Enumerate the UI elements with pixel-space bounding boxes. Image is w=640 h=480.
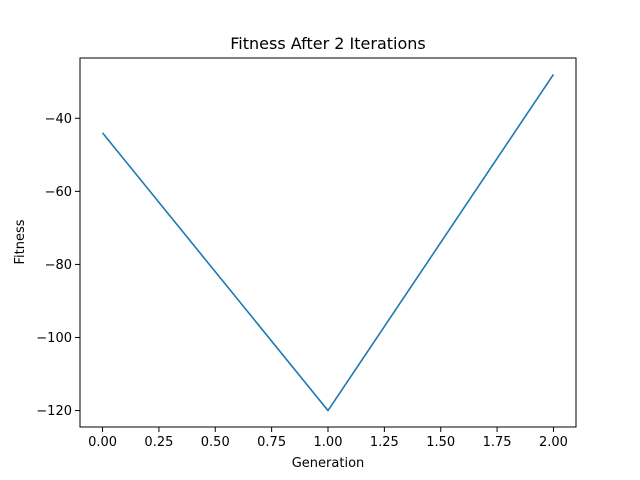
x-tick-label: 0.75 xyxy=(257,435,286,450)
chart-title: Fitness After 2 Iterations xyxy=(230,34,425,53)
series-line-0 xyxy=(101,73,555,412)
y-axis-label: Fitness xyxy=(13,219,28,264)
x-tick-label: 1.50 xyxy=(426,435,455,450)
y-tick-label: −80 xyxy=(45,258,72,273)
x-tick-label: 1.25 xyxy=(370,435,399,450)
y-tick-label: −100 xyxy=(36,331,72,346)
x-tick-label: 0.50 xyxy=(201,435,230,450)
y-tick-label: −40 xyxy=(45,112,72,127)
x-tick-label: 0.00 xyxy=(88,435,117,450)
axes-frame xyxy=(79,57,577,428)
x-axis-label: Generation xyxy=(292,456,365,471)
y-tick-label: −60 xyxy=(45,185,72,200)
x-tick-label: 1.00 xyxy=(314,435,343,450)
y-tick-label: −120 xyxy=(36,404,72,419)
x-tick-label: 0.25 xyxy=(144,435,173,450)
x-tick-label: 2.00 xyxy=(539,435,568,450)
x-tick-label: 1.75 xyxy=(483,435,512,450)
plot-area: 0.00 0.25 0.50 0.75 1.00 1.25 1.50 1.75 2.00 −120… xyxy=(36,57,577,450)
